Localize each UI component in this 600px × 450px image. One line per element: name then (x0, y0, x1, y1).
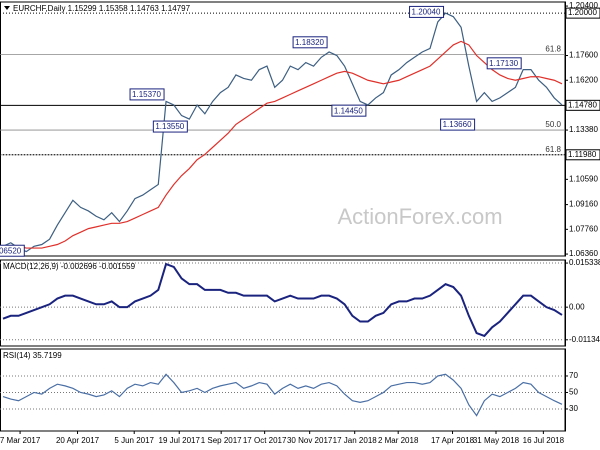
panel-title: RSI(14) 35.7199 (3, 351, 62, 360)
annotation-box (331, 104, 367, 117)
fib-label: 61.8 (545, 145, 561, 154)
x-tick-label: 2 Mar 2018 (378, 436, 419, 445)
y-tick-label: 1.13380 (569, 125, 598, 134)
annotation-label: 1.13550 (155, 122, 184, 131)
x-tick-label: 7 Mar 2017 (0, 436, 41, 445)
level-label: 1.11980 (568, 150, 597, 159)
x-tick-label: 5 Jun 2017 (114, 436, 154, 445)
series-line (2, 12, 563, 253)
annotation-box (440, 118, 476, 131)
y-tick-label: 1.10590 (569, 174, 598, 183)
x-tick-label: 16 Jul 2018 (523, 436, 565, 445)
y-tick-label: 1.09160 (569, 200, 598, 209)
level-box (565, 7, 600, 19)
annotation-label: 1.18320 (295, 38, 324, 47)
level-box (565, 99, 600, 111)
annotation-label: 1.15370 (132, 90, 161, 99)
annotation-label: 1.20040 (412, 8, 441, 17)
y-tick-label: 30 (569, 404, 578, 413)
y-tick-label: 1.07760 (569, 224, 598, 233)
title-marker (4, 6, 10, 10)
series-line (2, 373, 563, 417)
y-tick-label: 0.015338 (569, 258, 600, 267)
annotation-box (292, 36, 328, 49)
watermark: ActionForex.com (337, 204, 502, 229)
annotation-box (486, 57, 522, 70)
y-tick-label: 50 (569, 388, 578, 397)
series-line (2, 262, 563, 338)
x-tick-label: 17 Oct 2017 (243, 436, 287, 445)
x-tick-label: 30 Nov 2017 (287, 436, 333, 445)
series-line (3, 40, 563, 249)
fib-label: 61.8 (545, 45, 561, 54)
annotation-label: 1.17130 (489, 59, 518, 68)
y-tick-label: 1.16200 (569, 75, 598, 84)
annotation-label: 1.14450 (334, 106, 363, 115)
annotation-box (152, 120, 188, 133)
annotation-box (409, 5, 445, 18)
annotation-label: 1.06520 (0, 246, 22, 255)
level-label: 1.20000 (568, 8, 597, 17)
x-tick-label: 17 Jan 2018 (333, 436, 378, 445)
y-tick-label: 1.17600 (569, 51, 598, 60)
x-tick-label: 1 Sep 2017 (201, 436, 242, 445)
y-tick-label: 1.06360 (569, 249, 598, 258)
y-tick-label: -0.011344 (569, 335, 600, 344)
annotation-label: 1.13660 (443, 120, 472, 129)
x-tick-label: 19 Jul 2017 (159, 436, 201, 445)
fib-label: 50.0 (545, 120, 561, 129)
panel-title: MACD(12,26,9) -0.002696 -0.001559 (3, 262, 136, 271)
annotation-box (0, 244, 25, 257)
annotation-box (129, 88, 165, 101)
level-box (565, 149, 600, 161)
y-tick-label: 0.00 (569, 302, 585, 311)
x-tick-label: 31 May 2018 (473, 436, 520, 445)
x-tick-label: 17 Apr 2018 (431, 436, 475, 445)
panel-title: EURCHF,Daily 1.15299 1.15358 1.14763 1.1… (13, 4, 191, 13)
x-tick-label: 20 Apr 2017 (56, 436, 100, 445)
level-label: 1.14780 (568, 100, 597, 109)
y-tick-label: 70 (569, 371, 578, 380)
y-tick-label: 1.20400 (569, 1, 598, 10)
